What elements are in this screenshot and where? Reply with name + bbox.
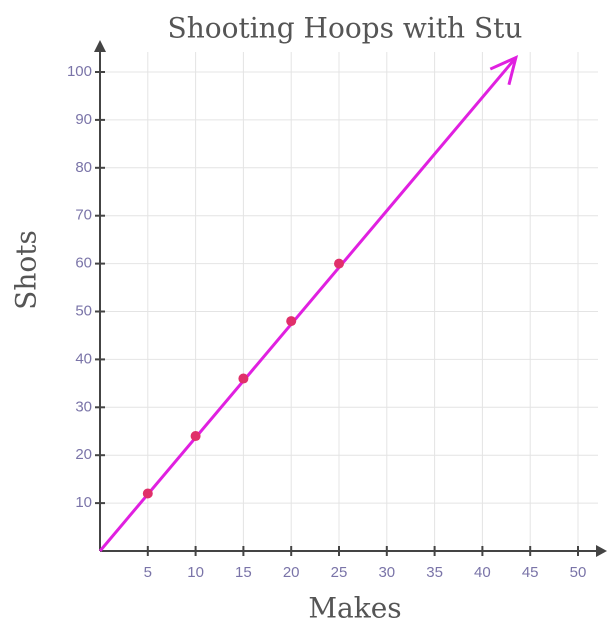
point bbox=[286, 316, 297, 327]
y-tick-label: 90 bbox=[75, 111, 92, 128]
trend-line bbox=[98, 56, 518, 552]
point bbox=[190, 431, 201, 442]
x-tick-label: 25 bbox=[331, 564, 348, 581]
y-tick-label: 30 bbox=[75, 398, 92, 415]
point bbox=[334, 258, 344, 269]
y-tick-label: 20 bbox=[75, 446, 92, 463]
y-tick-label: 80 bbox=[75, 159, 92, 176]
y-tick-label: 60 bbox=[75, 255, 92, 272]
y-axis-arrow bbox=[94, 40, 106, 52]
x-tick-label: 15 bbox=[235, 564, 252, 581]
x-tick-label: 10 bbox=[187, 564, 204, 581]
point bbox=[238, 373, 249, 384]
y-tick-label: 50 bbox=[75, 302, 92, 319]
trend-arrowhead bbox=[489, 54, 519, 86]
y-axis-label: Shots bbox=[10, 230, 43, 310]
y-tick-label: 10 bbox=[75, 494, 92, 511]
y-tick-label: 70 bbox=[75, 207, 92, 224]
x-axis-arrow bbox=[596, 545, 607, 557]
x-tick-label: 5 bbox=[144, 564, 152, 581]
x-tick-label: 20 bbox=[283, 564, 300, 581]
x-tick-label: 50 bbox=[570, 564, 587, 581]
y-tick-label: 100 bbox=[67, 63, 92, 80]
x-tick-label: 30 bbox=[378, 564, 395, 581]
x-tick-label: 45 bbox=[522, 564, 539, 581]
x-tick-label: 40 bbox=[474, 564, 491, 581]
chart-title: Shooting Hoops with Stu bbox=[168, 12, 523, 45]
y-tick-label: 40 bbox=[75, 350, 92, 367]
x-tick-label: 35 bbox=[426, 564, 443, 581]
x-axis-label: Makes bbox=[308, 592, 401, 625]
point bbox=[142, 488, 153, 499]
